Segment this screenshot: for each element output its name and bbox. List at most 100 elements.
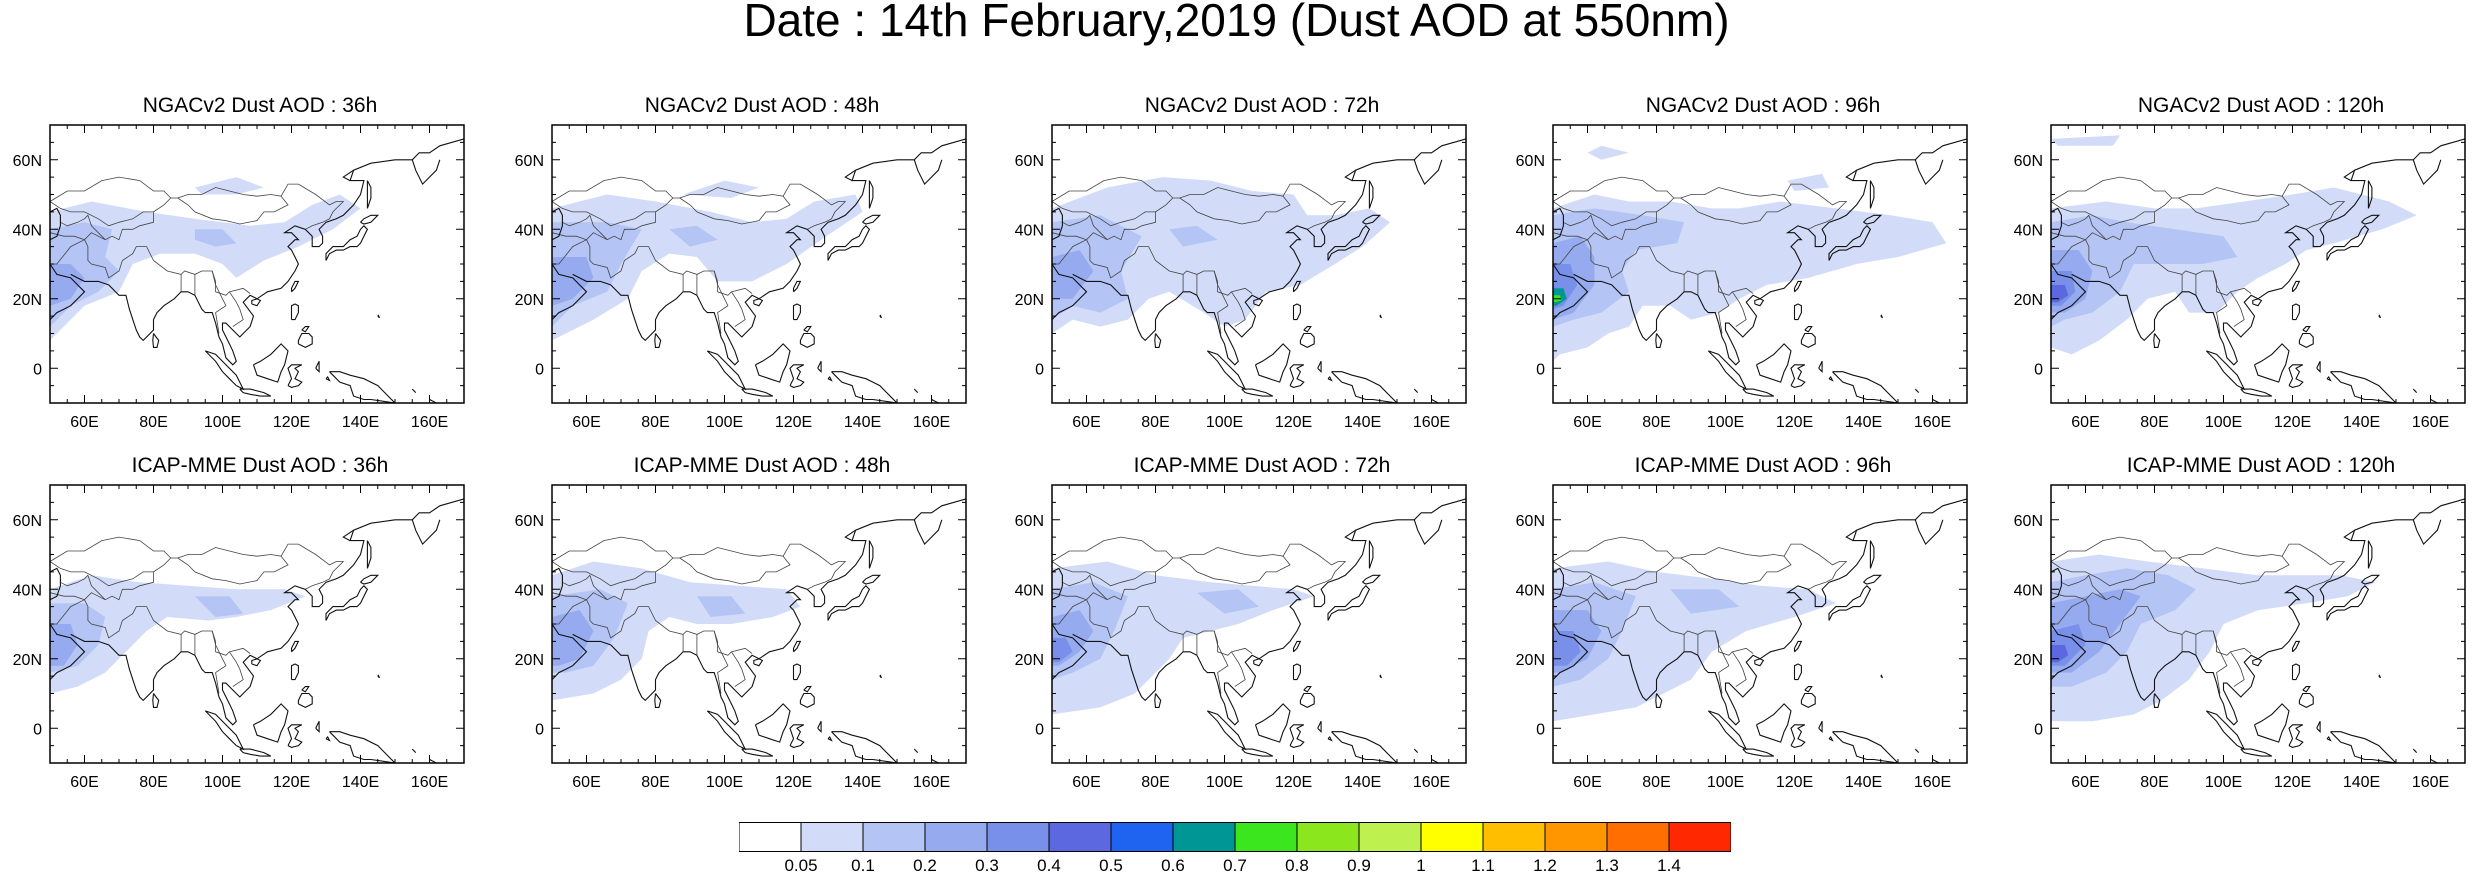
country-border [562,574,608,600]
coastline [2330,731,2397,763]
coastline [552,567,563,601]
lon-tick-label: 120E [775,774,812,791]
lon-tick-label: 60E [572,414,600,431]
coastline [411,748,417,753]
coastline [152,333,160,348]
lon-tick-label: 100E [1206,774,1243,791]
panel-title: ICAP-MME Dust AOD : 120h [2126,454,2396,477]
panel-title: ICAP-MME Dust AOD : 48h [633,454,891,477]
coastline [50,263,86,320]
lon-tick-label: 140E [1344,414,1381,431]
country-border [84,599,251,656]
coastline [239,388,272,397]
coastline [706,350,747,391]
coastline [2051,567,2062,601]
coastline [1052,567,1063,601]
lon-tick-label: 60E [1072,414,1100,431]
country-border [1052,176,1174,202]
country-border [1052,561,1156,587]
lon-tick-label: 80E [2140,414,2168,431]
country-border [1213,270,1229,334]
coastline [1707,710,1748,751]
coastline [287,364,303,388]
coastline [868,180,874,209]
coastline [287,724,303,748]
coastline [817,721,822,734]
coastline [1832,371,1899,403]
aod-shading [194,177,264,195]
lon-tick-label: 140E [1845,414,1882,431]
coastline [1828,375,1834,382]
colorbar-box [1048,822,1112,852]
panel-title: ICAP-MME Dust AOD : 72h [1133,454,1391,477]
panel-title: ICAP-MME Dust AOD : 96h [1634,454,1892,477]
country-border [552,201,656,227]
coastline [792,663,801,681]
coastline [1793,303,1802,321]
lat-tick-label: 40N [515,222,544,239]
coastline [2153,333,2161,348]
country-border [2051,536,2173,562]
coastline [1932,759,1940,763]
country-border [1553,176,1675,202]
coastline [1754,298,1765,307]
coastline [1793,640,1803,653]
coastline [1327,735,1333,742]
colorbar-box [739,822,802,852]
coastline [1379,314,1383,319]
lon-tick-label: 160E [1914,414,1951,431]
coastline [1327,225,1371,261]
coastline [1828,585,1872,621]
aod-shading [2051,215,2238,327]
aod-shading [552,257,594,306]
coastline [1154,693,1162,708]
coastline [2326,585,2370,621]
lon-tick-label: 80E [139,414,167,431]
coastline [1790,364,1806,388]
lat-tick-label: 60N [13,153,42,170]
map-panel: NGACv2 Dust AOD : 72h 60E 80E 100E 120E 140E 1… [1002,85,1502,455]
country-border [552,592,587,601]
aod-shading [683,180,759,198]
coastline [2298,692,2314,709]
coastline [1828,735,1834,742]
lon-tick-label: 80E [641,414,669,431]
country-border [1086,239,1253,296]
lon-tick-label: 60E [2071,774,2099,791]
coastline [2051,263,2087,320]
coastline [1292,280,1302,293]
country-border [586,543,847,601]
country-border [1587,183,1848,241]
colorbar-box [1482,822,1546,852]
lon-tick-label: 100E [2205,414,2242,431]
lon-tick-label: 160E [411,414,448,431]
coastline [1869,540,1875,569]
coastline [1368,540,1374,569]
country-border [1231,651,1246,687]
coastline [70,498,464,726]
coastline [1845,529,1857,542]
coastline [1863,574,1883,585]
coastline [360,574,380,585]
country-border [1086,543,1347,601]
coastline [1869,180,1875,209]
coastline [1362,574,1382,585]
coastline [411,519,441,546]
colorbar-box [1668,822,1731,852]
map-plot: 60E 80E 100E 120E 140E 160E 60N 40N 20N 0 [1516,124,1968,431]
country-border [1052,201,1156,227]
country-border [2051,232,2086,241]
coastline [1289,364,1305,388]
coastline [297,332,313,349]
lon-tick-label: 120E [2274,414,2311,431]
coastline [552,623,588,680]
lon-tick-label: 140E [342,414,379,431]
map-panel: ICAP-MME Dust AOD : 48h 60E 80E 100E 120E 140… [502,445,1002,815]
lon-tick-label: 140E [844,414,881,431]
aod-shading [194,229,237,247]
aod-colorbar [739,822,1731,852]
coastline [1344,169,1356,182]
coastline [1303,326,1312,333]
aod-shading [1265,229,1328,264]
country-border [2178,555,2290,585]
